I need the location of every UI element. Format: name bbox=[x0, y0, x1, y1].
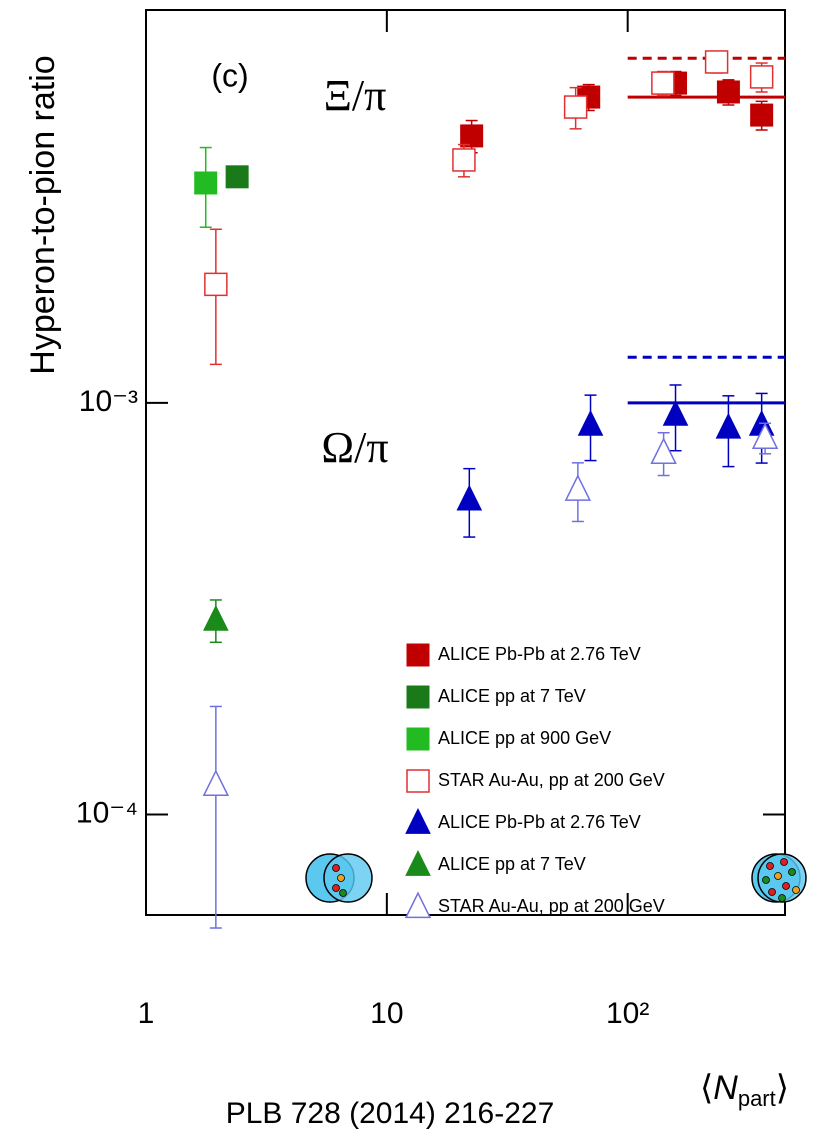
marker-square bbox=[460, 124, 484, 148]
y-axis-label: Hyperon-to-pion ratio bbox=[24, 55, 62, 374]
marker-square bbox=[716, 80, 740, 104]
marker-triangle bbox=[751, 422, 779, 450]
marker-triangle bbox=[405, 808, 431, 834]
x-axis-label: ⟨Npart⟩ bbox=[700, 1069, 789, 1111]
marker-triangle bbox=[662, 399, 689, 426]
marker-square bbox=[750, 103, 774, 127]
marker-triangle bbox=[404, 891, 432, 919]
marker-triangle bbox=[715, 412, 742, 439]
x-label-bracket: ⟨ bbox=[700, 1069, 713, 1107]
marker-square bbox=[563, 95, 588, 119]
ratio-label: Ω/π bbox=[321, 423, 388, 472]
x-label-bracket: ⟩ bbox=[776, 1069, 789, 1107]
marker-triangle bbox=[202, 769, 230, 797]
legend-label: STAR Au-Au, pp at 200 GeV bbox=[438, 896, 665, 916]
y-tick-label: 10⁻³ bbox=[79, 385, 138, 418]
x-label-symbol: N bbox=[713, 1069, 738, 1107]
collision-icon-peripheral bbox=[305, 853, 373, 903]
marker-square bbox=[651, 71, 675, 95]
marker-triangle bbox=[564, 474, 592, 501]
legend-label: ALICE pp at 7 TeV bbox=[438, 686, 586, 706]
x-tick-label: 1 bbox=[138, 997, 155, 1030]
x-tick-label: 10² bbox=[606, 997, 649, 1030]
source-note: PLB 728 (2014) 216-227 bbox=[226, 1097, 555, 1130]
marker-square bbox=[204, 272, 228, 297]
marker-square bbox=[749, 65, 774, 89]
legend-label: ALICE pp at 900 GeV bbox=[438, 728, 611, 748]
legend-label: ALICE Pb-Pb at 2.76 TeV bbox=[438, 644, 641, 664]
marker-square bbox=[406, 643, 430, 667]
marker-triangle bbox=[456, 484, 483, 511]
marker-triangle bbox=[650, 437, 677, 464]
marker-square bbox=[406, 727, 430, 751]
x-label-subscript: part bbox=[738, 1086, 776, 1111]
marker-square bbox=[452, 148, 476, 172]
collision-icon-central bbox=[751, 853, 807, 903]
marker-square bbox=[704, 50, 729, 74]
marker-triangle bbox=[577, 409, 604, 436]
ratio-label: Ξ/π bbox=[324, 71, 387, 120]
marker-square bbox=[225, 165, 249, 189]
legend-label: ALICE Pb-Pb at 2.76 TeV bbox=[438, 812, 641, 832]
y-tick-label: 10⁻⁴ bbox=[76, 796, 138, 829]
legend-label: ALICE pp at 7 TeV bbox=[438, 854, 586, 874]
marker-square bbox=[194, 171, 218, 195]
marker-triangle bbox=[405, 850, 431, 876]
panel-label: (c) bbox=[211, 57, 248, 93]
plot-frame bbox=[145, 9, 786, 916]
marker-square bbox=[406, 769, 430, 793]
marker-square bbox=[406, 685, 430, 709]
marker-triangle bbox=[203, 604, 229, 631]
legend-label: STAR Au-Au, pp at 200 GeV bbox=[438, 770, 665, 790]
x-tick-label: 10 bbox=[370, 997, 403, 1030]
